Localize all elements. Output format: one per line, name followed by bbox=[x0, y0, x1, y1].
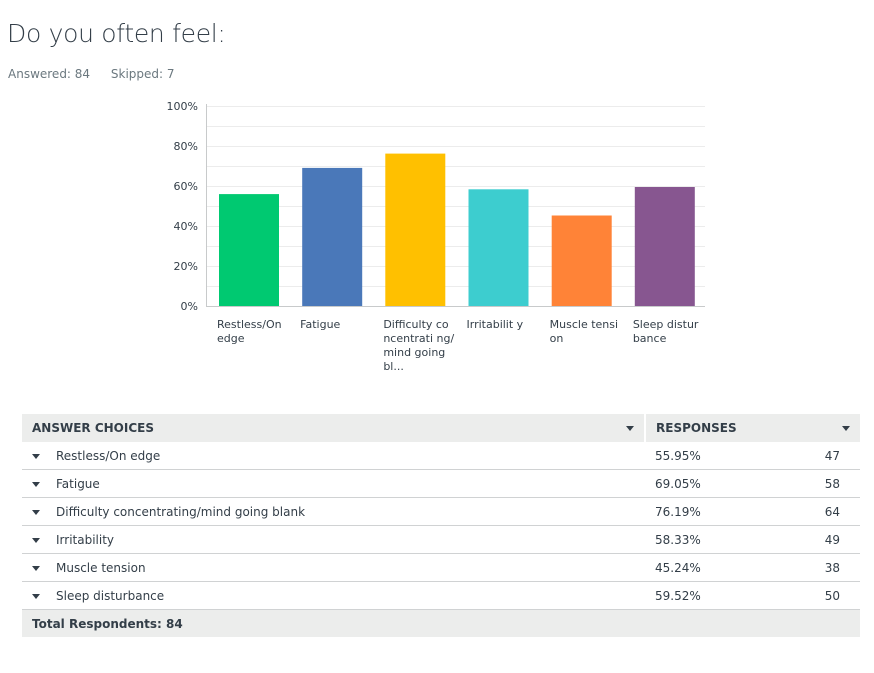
y-tick-label: 0% bbox=[181, 300, 198, 313]
bars bbox=[219, 153, 695, 307]
expand-caret-icon[interactable] bbox=[32, 453, 40, 459]
expand-caret-icon[interactable] bbox=[32, 565, 40, 571]
y-tick-label: 40% bbox=[174, 220, 198, 233]
answer-choice-label: Fatigue bbox=[56, 476, 100, 491]
answer-choice-cell: Irritability bbox=[22, 525, 645, 554]
y-tick-label: 20% bbox=[174, 260, 198, 273]
answer-choice-label: Muscle tension bbox=[56, 560, 146, 575]
expand-caret-icon[interactable] bbox=[32, 593, 40, 599]
y-axis-ticks: 0% 20% 40% 60% 80% 100% bbox=[167, 100, 198, 313]
x-tick-label: Restless/On edge bbox=[217, 318, 282, 345]
x-tick-label: Difficulty concentrati ng/mind going bl.… bbox=[383, 318, 455, 373]
table-row[interactable]: Muscle tension 45.24% 38 bbox=[22, 553, 860, 582]
expand-caret-icon[interactable] bbox=[32, 537, 40, 543]
answer-choice-cell: Sleep disturbance bbox=[22, 581, 645, 610]
response-count: 58 bbox=[805, 469, 860, 498]
answer-choice-cell: Fatigue bbox=[22, 469, 645, 498]
total-respondents: Total Respondents: 84 bbox=[22, 609, 860, 637]
table-row[interactable]: Fatigue 69.05% 58 bbox=[22, 469, 860, 498]
response-count: 49 bbox=[805, 525, 860, 554]
bar[interactable] bbox=[551, 215, 612, 307]
sort-caret-icon[interactable] bbox=[842, 426, 850, 431]
table-row[interactable]: Difficulty concentrating/mind going blan… bbox=[22, 497, 860, 526]
sort-caret-icon[interactable] bbox=[626, 426, 634, 431]
expand-caret-icon[interactable] bbox=[32, 481, 40, 487]
answer-choice-label: Difficulty concentrating/mind going blan… bbox=[56, 504, 306, 519]
bar[interactable] bbox=[219, 194, 279, 306]
answer-choice-cell: Restless/On edge bbox=[22, 442, 645, 470]
x-tick-label: Fatigue bbox=[300, 318, 341, 331]
response-count: 50 bbox=[805, 581, 860, 610]
table-row[interactable]: Irritability 58.33% 49 bbox=[22, 525, 860, 554]
bar[interactable] bbox=[385, 153, 446, 306]
table-row[interactable]: Restless/On edge 55.95% 47 bbox=[22, 442, 860, 470]
x-tick-label: Irritabilit y bbox=[466, 318, 524, 331]
answer-choices-header[interactable]: ANSWER CHOICES bbox=[22, 414, 645, 442]
response-count: 38 bbox=[805, 553, 860, 582]
skipped-count: Skipped: 7 bbox=[110, 67, 175, 81]
answer-choice-label: Sleep disturbance bbox=[56, 588, 165, 603]
bar[interactable] bbox=[634, 187, 695, 306]
response-percent: 58.33% bbox=[645, 525, 805, 554]
y-tick-label: 100% bbox=[167, 100, 198, 113]
question-title: Do you often feel: bbox=[7, 19, 226, 48]
response-count: 64 bbox=[805, 497, 860, 526]
response-percent: 69.05% bbox=[645, 469, 805, 498]
question-stats: Answered: 84 Skipped: 7 bbox=[8, 67, 192, 81]
responses-table: ANSWER CHOICES RESPONSES Restless/On edg… bbox=[22, 414, 860, 637]
bar-chart: 0% 20% 40% 60% 80% 100% bbox=[167, 100, 705, 313]
response-percent: 76.19% bbox=[645, 497, 805, 526]
bar[interactable] bbox=[302, 167, 363, 306]
answer-choice-cell: Difficulty concentrating/mind going blan… bbox=[22, 497, 645, 526]
response-count: 47 bbox=[805, 442, 860, 470]
answer-choice-label: Irritability bbox=[56, 532, 115, 547]
response-percent: 59.52% bbox=[645, 581, 805, 610]
response-percent: 45.24% bbox=[645, 553, 805, 582]
response-percent: 55.95% bbox=[645, 442, 805, 470]
y-tick-label: 60% bbox=[174, 180, 198, 193]
x-tick-label: Muscle tension bbox=[549, 318, 619, 345]
answered-count: Answered: 84 bbox=[8, 67, 91, 81]
gridlines bbox=[206, 106, 705, 287]
table-row[interactable]: Sleep disturbance 59.52% 50 bbox=[22, 581, 860, 610]
y-tick-label: 80% bbox=[174, 140, 198, 153]
total-row: Total Respondents: 84 bbox=[22, 609, 860, 637]
bar[interactable] bbox=[468, 189, 529, 306]
responses-header[interactable]: RESPONSES bbox=[644, 414, 860, 442]
answer-choice-cell: Muscle tension bbox=[22, 553, 645, 582]
x-tick-label: Sleep disturbance bbox=[632, 318, 699, 345]
answer-choice-label: Restless/On edge bbox=[56, 448, 161, 463]
expand-caret-icon[interactable] bbox=[32, 509, 40, 515]
